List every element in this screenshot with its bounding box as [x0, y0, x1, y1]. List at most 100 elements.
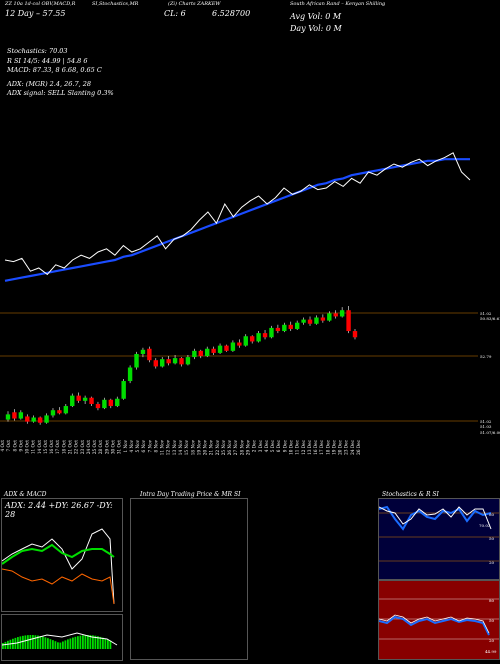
date-tick-label: 16 Oct	[49, 440, 54, 454]
macd-bar	[49, 639, 52, 649]
date-tick-label: 11 Dec	[295, 439, 300, 454]
avg-volume: Avg Vol: 0 M	[290, 12, 342, 21]
candle	[346, 306, 351, 334]
candle	[339, 307, 345, 318]
candle	[205, 346, 210, 358]
date-tick-label: 4 Oct	[0, 440, 5, 452]
stoch-level-50: 50	[489, 536, 495, 541]
candle	[320, 314, 326, 323]
date-tick-label: 15 Nov	[184, 439, 189, 455]
day-volume: Day Vol: 0 M	[290, 24, 342, 33]
date-tick-label: 9 Oct	[18, 440, 23, 452]
candle	[237, 339, 242, 348]
adx-signal: ADX signal: SELL Slanting 0.3%	[7, 89, 114, 97]
candle	[327, 311, 332, 322]
moving-average-line	[4, 158, 470, 282]
candle	[37, 416, 43, 425]
date-tick-label: 12 Dec	[301, 439, 306, 454]
date-tick-label: 21 Nov	[209, 439, 214, 455]
price-level-label: 52.79	[480, 354, 492, 359]
price-level-label: 50.83/6.61	[480, 316, 500, 321]
macd-histogram-panel	[1, 614, 123, 661]
macd-bar	[44, 637, 47, 649]
intraday-panel	[130, 498, 248, 660]
date-tick-label: 5 Nov	[135, 439, 140, 452]
date-tick-label: 18 Dec	[325, 439, 330, 454]
macd-bar	[102, 637, 104, 649]
date-tick-label: 6 Dec	[276, 439, 281, 452]
rsi-lines: 80 50 20 44.99	[378, 598, 499, 654]
adx-macd-panel: ADX: 2.44 +DY: 26.67 -DY: 28	[1, 498, 123, 612]
candle	[89, 396, 94, 407]
candle	[217, 343, 223, 354]
date-tick-label: 26 Nov	[227, 439, 232, 455]
candle	[172, 355, 178, 365]
stochastics-panel: 80 50 20 70.03	[378, 498, 500, 580]
candle	[82, 395, 88, 404]
macd-bar	[7, 640, 9, 649]
price-level-label: 51.02	[480, 311, 492, 316]
date-tick-label: 27 Nov	[233, 439, 238, 455]
candle	[160, 357, 165, 368]
date-tick-label: 20 Nov	[203, 439, 208, 455]
candle	[249, 335, 255, 344]
date-tick-label: 4 Nov	[129, 439, 134, 452]
rsi-panel: 80 50 20 44.99	[378, 580, 500, 660]
date-tick-label: 29 Nov	[246, 439, 251, 455]
candle	[243, 334, 248, 347]
stochastics-readout: Stochastics: 70.03	[7, 47, 68, 55]
candle	[230, 340, 236, 352]
date-tick-label: 1 Nov	[123, 439, 128, 452]
close-label: CL: 6	[164, 9, 186, 18]
candle	[102, 397, 107, 410]
candlestick-series	[5, 306, 358, 425]
date-tick-label: 17 Dec	[319, 439, 324, 454]
rsi-readout: R SI 14/5: 44.99 | 54.8 6	[7, 57, 88, 65]
macd-bar	[39, 636, 42, 649]
candle	[31, 415, 36, 423]
macd-bar	[77, 636, 79, 649]
macd-bar	[32, 635, 34, 649]
candle	[301, 317, 306, 325]
date-axis: 4 Oct 7 Oct 8 Oct 9 Oct 10 Oct 11 Oct 14 Oct 15…	[0, 439, 361, 455]
chart-top-label-right: South African Rand – Kenyan Shilling	[290, 1, 386, 7]
date-tick-label: 4 Dec	[264, 439, 269, 452]
macd-bar	[4, 641, 7, 649]
candle	[5, 411, 11, 422]
candle	[282, 322, 287, 333]
rsi-level-80: 80	[489, 598, 495, 603]
candle	[95, 401, 101, 411]
date-tick-label: 25 Oct	[92, 440, 97, 454]
date-tick-label: 22 Nov	[215, 439, 220, 455]
date-tick-label: 30 Oct	[110, 440, 115, 454]
candle	[352, 328, 358, 340]
macd-bar	[74, 636, 77, 649]
date-tick-label: 8 Oct	[12, 440, 17, 452]
macd-bar	[22, 635, 24, 649]
macd-bar	[57, 642, 59, 649]
macd-bar	[29, 635, 32, 649]
date-tick-label: 6 Nov	[141, 439, 146, 452]
candle	[147, 346, 152, 363]
date-tick-label: 3 Dec	[258, 439, 263, 452]
candle	[57, 407, 62, 415]
macd-bar	[107, 639, 109, 649]
macd-bar	[24, 635, 27, 649]
candle	[50, 408, 56, 418]
macd-bar	[92, 635, 94, 649]
price-line	[4, 152, 471, 276]
date-tick-label: 14 Nov	[178, 439, 183, 455]
rsi-level-50: 50	[489, 618, 495, 623]
candle	[121, 378, 126, 400]
date-tick-label: 17 Oct	[55, 440, 60, 454]
date-tick-label: 8 Nov	[153, 439, 158, 452]
macd-bar	[47, 638, 49, 649]
candle	[166, 356, 171, 366]
macd-bar	[104, 638, 107, 649]
adx-panel-title: ADX & MACD	[4, 491, 47, 498]
date-tick-label: 18 Nov	[190, 439, 195, 455]
close-price: 6.528700	[212, 9, 251, 18]
date-tick-label: 29 Oct	[104, 440, 109, 454]
date-tick-label: 25 Nov	[221, 439, 226, 455]
candle	[256, 331, 261, 343]
